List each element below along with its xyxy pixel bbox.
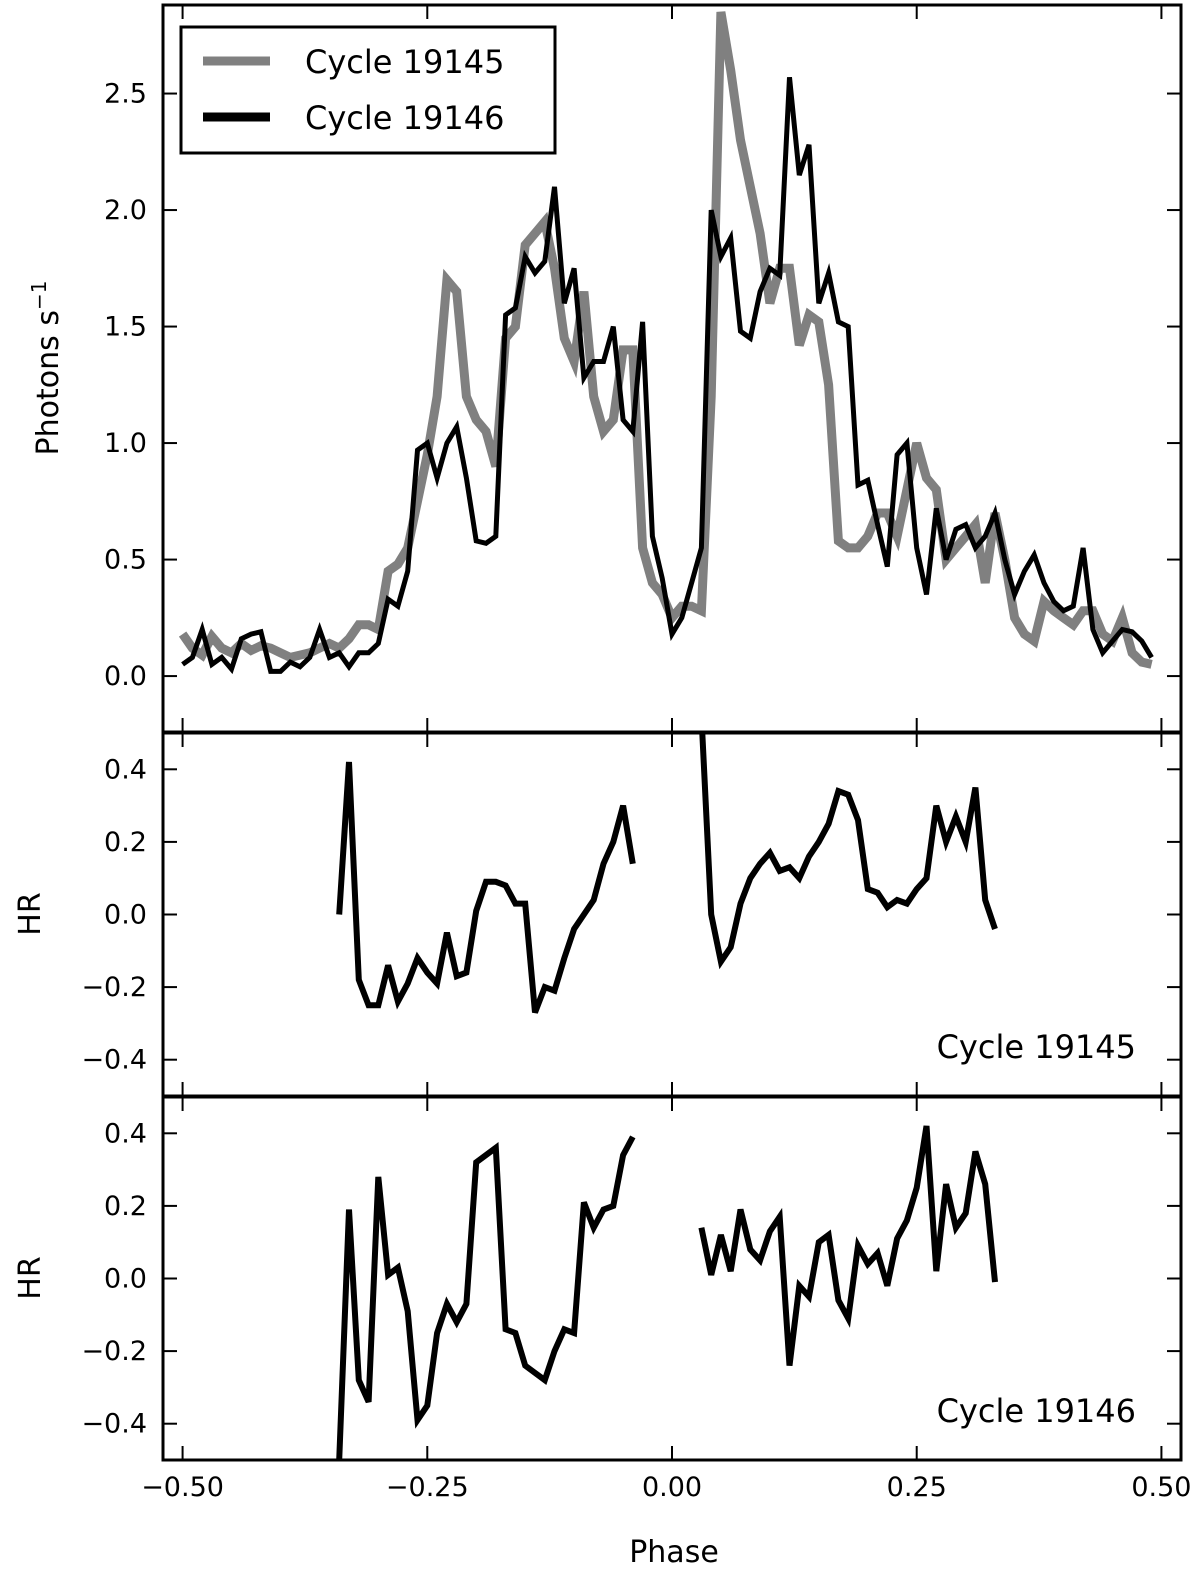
- hr-19145-ytick-label: 0.2: [104, 827, 147, 858]
- annotation-cycle-19145: Cycle 19145: [937, 1028, 1136, 1066]
- light-curve-panel: 0.0 0.5 1.0 1.5 2.0 2.5 Photons s−1 Cycle 191…: [27, 3, 1183, 734]
- hr-series-cycle-19145: [336, 733, 998, 1014]
- light-curve-ticks: 0.0 0.5 1.0 1.5 2.0 2.5: [104, 5, 1181, 732]
- legend-label-cycle-19145: Cycle 19145: [305, 43, 504, 81]
- hr-19146-ytick-label: 0.0: [104, 1264, 147, 1295]
- ylabel-superscript: −1: [27, 281, 51, 310]
- x-axis-label: Phase: [629, 1535, 719, 1570]
- light-curve-ytick-label: 0.0: [104, 661, 147, 692]
- light-curve-series-1-segment-0: [181, 76, 1154, 675]
- hr-ticks-cycle-19146: −0.4 −0.2 0.0 0.2 0.4 −0.50 −0.25 0.00 0.25 0.50: [81, 1097, 1191, 1503]
- hr-panel-cycle-19145: −0.4 −0.2 0.0 0.2 0.4 HR Cycle 19145: [13, 731, 1183, 1098]
- hr-19145-ytick-label: 0.0: [104, 900, 147, 931]
- light-curve-ytick-label: 1.0: [104, 428, 147, 459]
- hr-ticks-cycle-19145: −0.4 −0.2 0.0 0.2 0.4: [81, 733, 1181, 1096]
- legend: Cycle 19145 Cycle 19146: [179, 25, 557, 155]
- light-curve-ytick-label: 1.5: [104, 312, 147, 343]
- hr-ylabel-cycle-19146: HR: [13, 1256, 48, 1299]
- hr-19146-ytick-label: 0.2: [104, 1191, 147, 1222]
- annotation-cycle-19146: Cycle 19146: [937, 1392, 1136, 1430]
- hr-19145-ytick-label: −0.4: [81, 1045, 147, 1076]
- hr-19145-series-0-segment-0: [336, 761, 636, 1014]
- hr-19145-ytick-label: 0.4: [104, 754, 147, 785]
- hr-series-cycle-19146: [336, 1125, 998, 1460]
- hr-19146-lines-clip: [336, 1125, 998, 1460]
- hr-panel-cycle-19146: −0.4−0.20.00.20.4−0.50 −0.25 0.00 0.25 0.50 …: [13, 1095, 1191, 1570]
- light-curve-lines-clip: [178, 11, 1154, 675]
- hr-19145-series-0-segment-1: [699, 733, 998, 970]
- legend-box: [179, 25, 557, 155]
- hr-19146-xtick-label: −0.25: [386, 1472, 469, 1503]
- hr-ylabel-cycle-19145: HR: [13, 892, 48, 935]
- light-curve-ylabel: Photons s−1: [27, 281, 66, 456]
- light-curve-series: [178, 11, 1154, 675]
- hr-19146-ytick-label: −0.4: [81, 1409, 147, 1440]
- hr-19146-series-0-segment-0: [336, 1135, 636, 1460]
- hr-19146-ytick-label: 0.4: [104, 1118, 147, 1149]
- hr-19146-xtick-label: 0.00: [642, 1472, 702, 1503]
- hr-19146-xtick-label: 0.25: [887, 1472, 947, 1503]
- hr-19145-lines-clip: [336, 733, 998, 1014]
- hr-19146-xtick-label: −0.50: [141, 1472, 224, 1503]
- legend-label-cycle-19146: Cycle 19146: [305, 99, 504, 137]
- hr-19146-ytick-label: −0.2: [81, 1336, 147, 1367]
- light-curve-ytick-label: 0.5: [104, 545, 147, 576]
- hr-frame-cycle-19146: [161, 1095, 1183, 1462]
- light-curve-ytick-label: 2.5: [104, 79, 147, 110]
- hr-19145-ytick-label: −0.2: [81, 972, 147, 1003]
- hr-19146-xtick-label: 0.50: [1131, 1472, 1191, 1503]
- light-curve-ytick-label: 2.0: [104, 195, 147, 226]
- hr-19146-series-0-segment-1: [698, 1125, 998, 1366]
